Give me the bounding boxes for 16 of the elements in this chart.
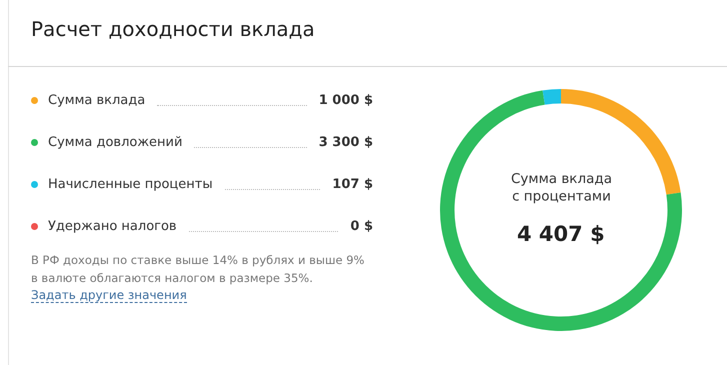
data-label: 107 $ [332, 176, 373, 192]
chart-title: Расчет доходности вклада [31, 17, 315, 41]
text: Задать другие значения [31, 288, 187, 303]
text: В РФ доходы по ставке выше 14% в рублях и выше 9% в валюте облагаются налогом в размере 35%. [31, 252, 364, 287]
legend-label: Начисленные проценты [48, 176, 213, 192]
data-label: 1 000 $ [318, 92, 373, 108]
text: 0 $ [350, 218, 373, 234]
donut-slice [542, 89, 561, 105]
legend-label: Удержано налогов [48, 218, 177, 234]
data-label: 3 300 $ [318, 134, 373, 150]
donut-slice [561, 89, 681, 195]
text: 4 407 $ [517, 222, 605, 246]
legend-label: Сумма довложений [48, 134, 182, 150]
donut-slice [440, 90, 682, 331]
text: Сумма вклада с процентами [511, 171, 612, 205]
legend-label: Сумма вклада [48, 92, 146, 108]
